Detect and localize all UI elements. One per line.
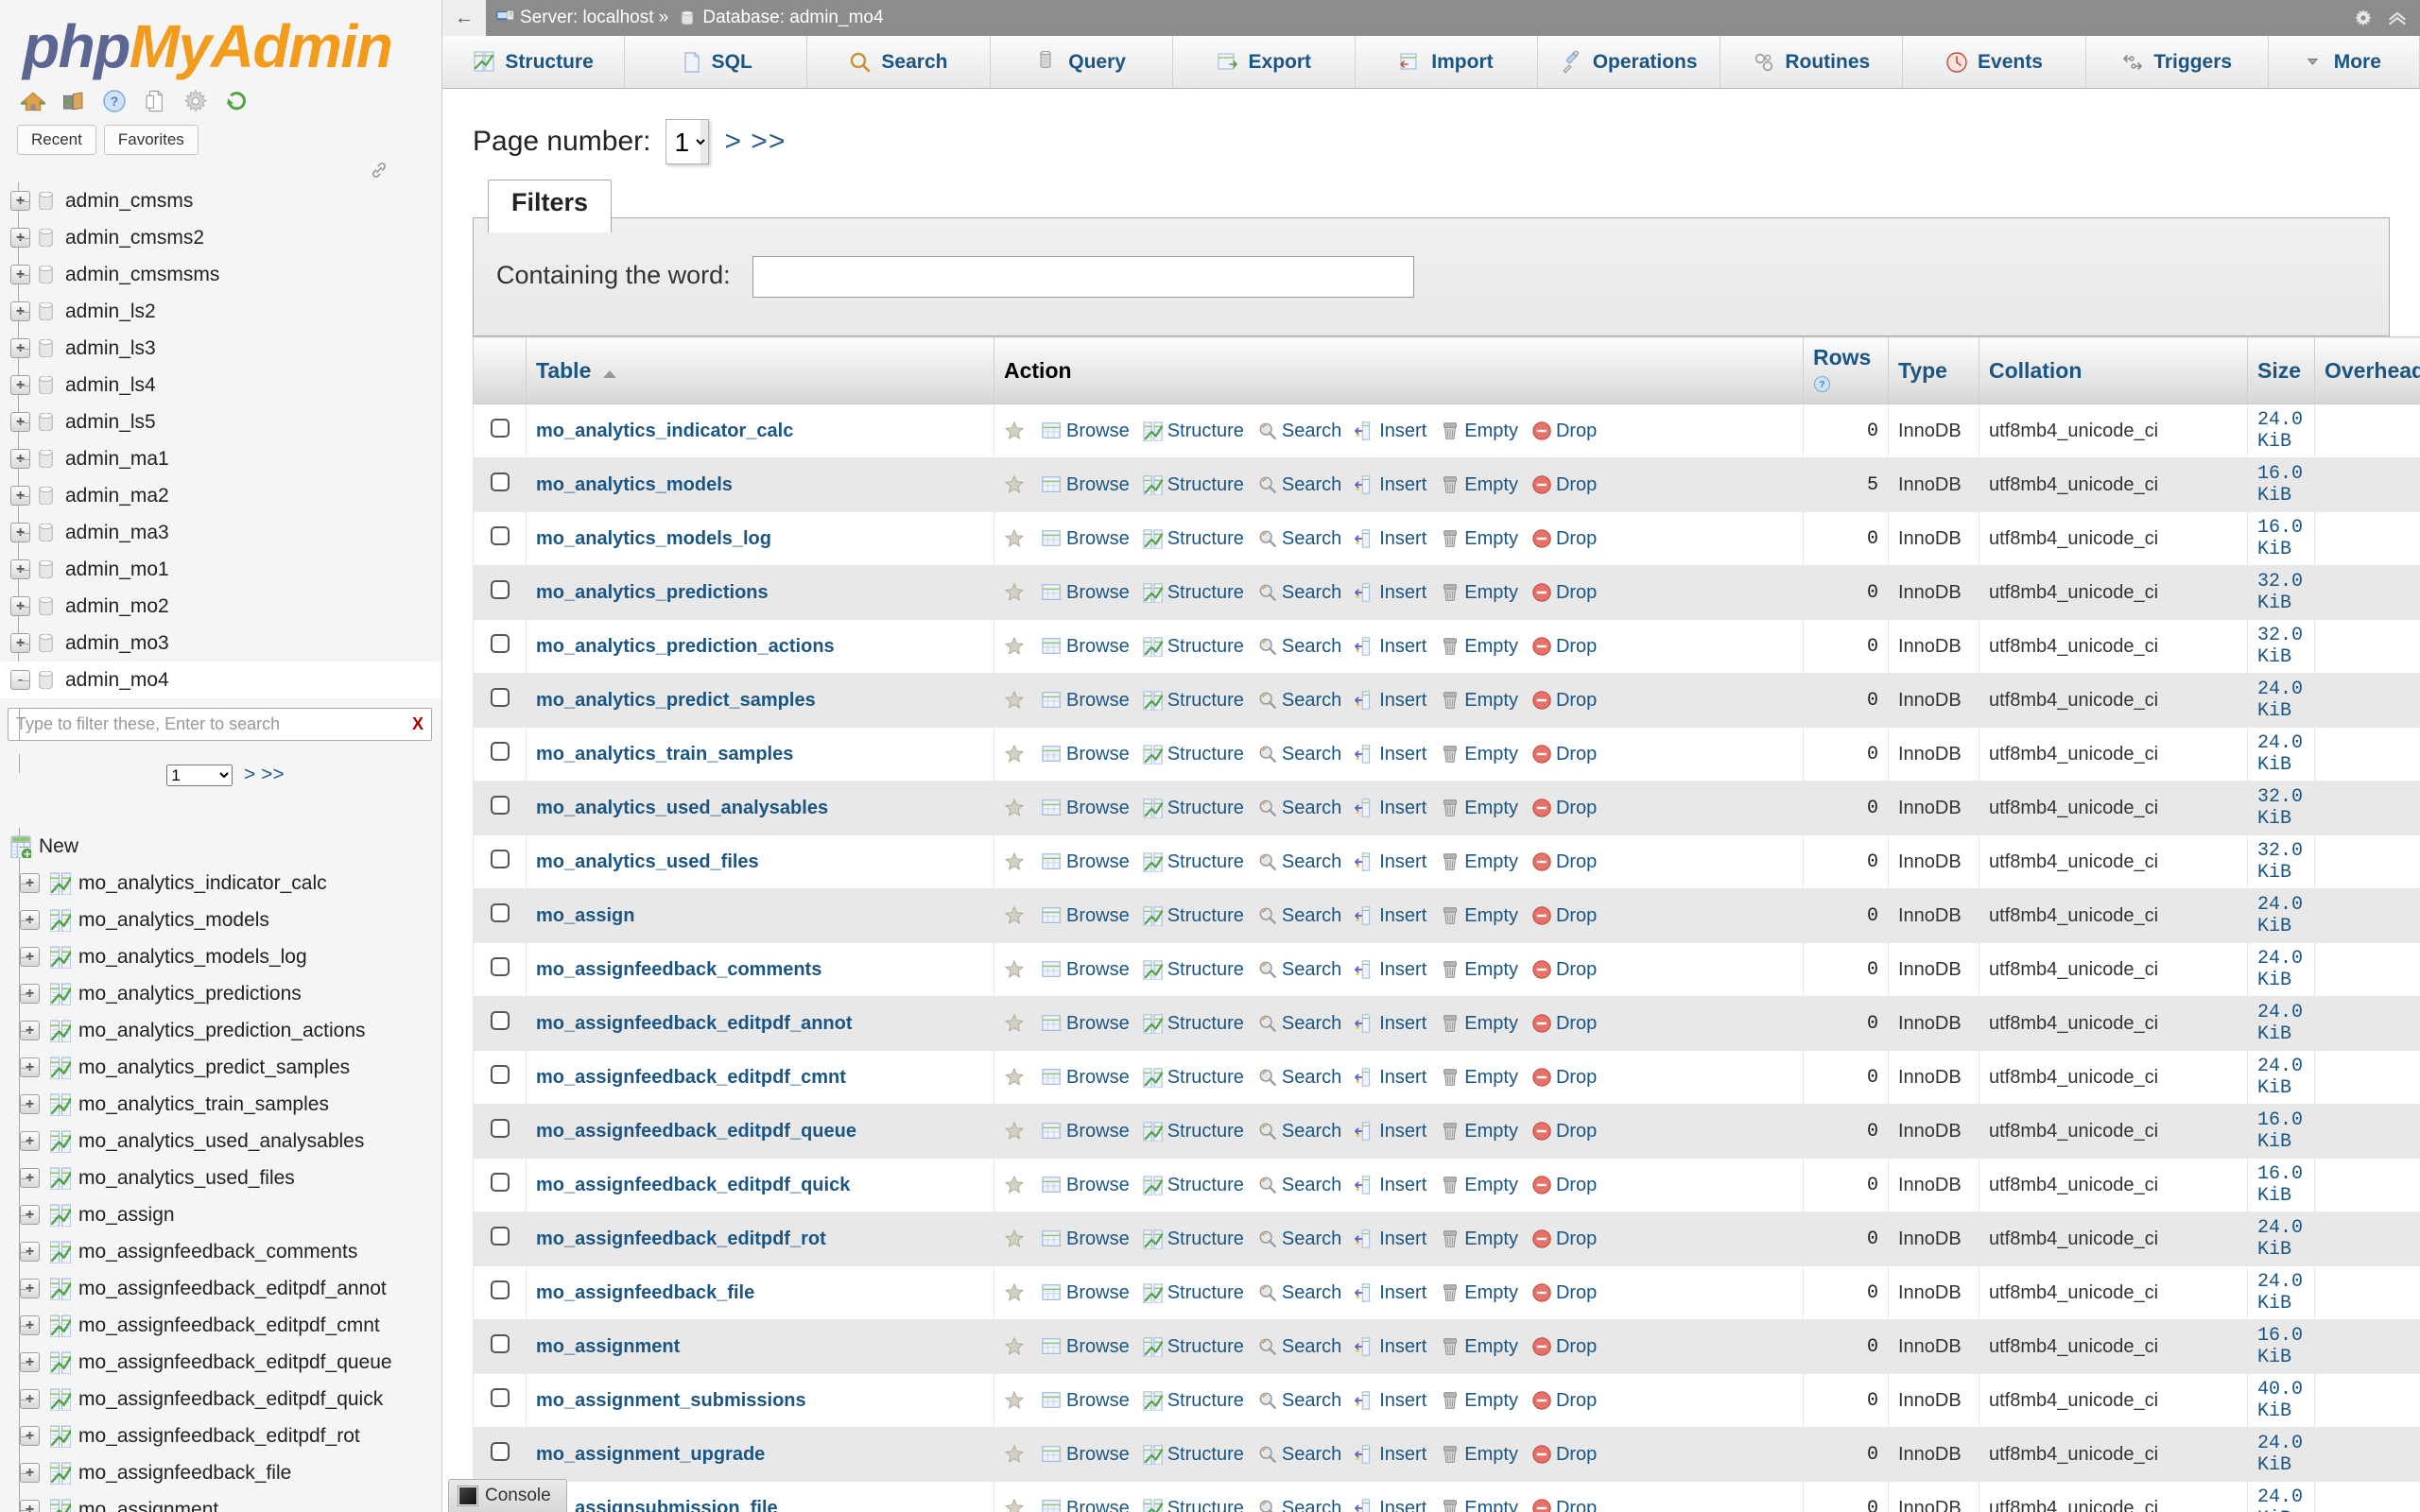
svg-text:?: ? [1819, 380, 1824, 390]
svg-text:?: ? [111, 94, 118, 109]
